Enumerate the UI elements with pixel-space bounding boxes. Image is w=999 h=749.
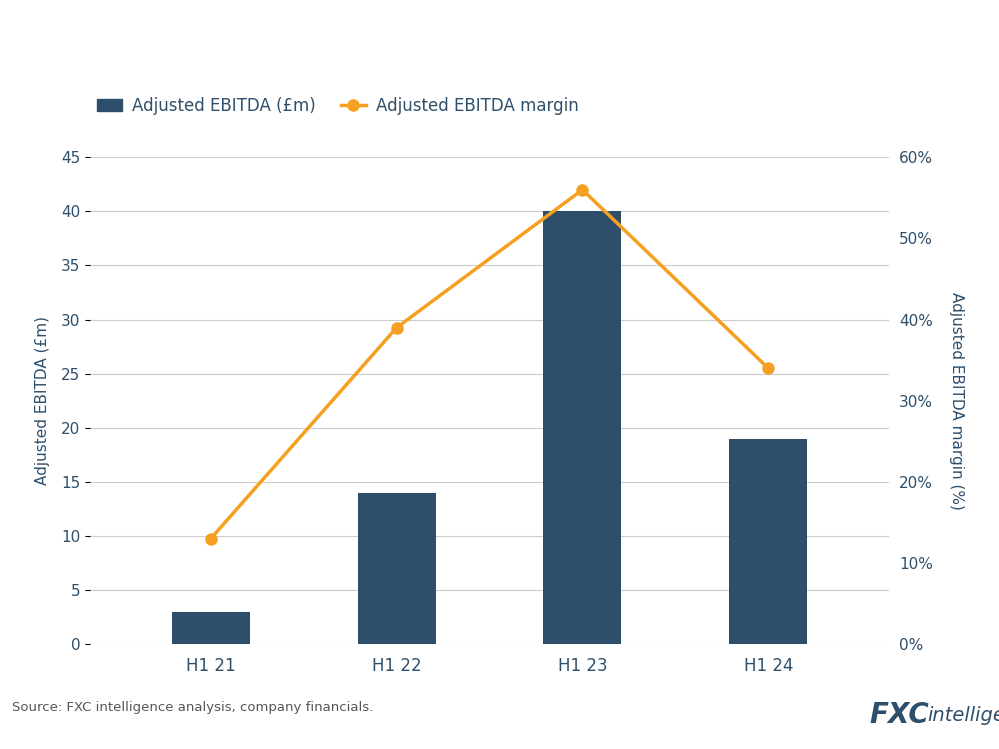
Bar <box>543 211 621 644</box>
Bar <box>358 493 436 644</box>
Y-axis label: Adjusted EBITDA margin (%): Adjusted EBITDA margin (%) <box>949 292 964 509</box>
Text: Source: FXC intelligence analysis, company financials.: Source: FXC intelligence analysis, compa… <box>12 701 374 715</box>
Text: CAB Payments half-yearly revenues and adjusted EBITDA margin, H1 2021-24: CAB Payments half-yearly revenues and ad… <box>13 77 715 95</box>
Text: CAB Payments sees YoY EBITDA fall in H1 2024 amid cost rise: CAB Payments sees YoY EBITDA fall in H1 … <box>13 24 929 50</box>
Bar <box>729 439 807 644</box>
Text: intelligence: intelligence <box>927 706 999 725</box>
Bar <box>172 612 250 644</box>
Legend: Adjusted EBITDA (£m), Adjusted EBITDA margin: Adjusted EBITDA (£m), Adjusted EBITDA ma… <box>90 90 585 121</box>
Text: FXC: FXC <box>869 701 929 730</box>
Y-axis label: Adjusted EBITDA (£m): Adjusted EBITDA (£m) <box>35 316 50 485</box>
